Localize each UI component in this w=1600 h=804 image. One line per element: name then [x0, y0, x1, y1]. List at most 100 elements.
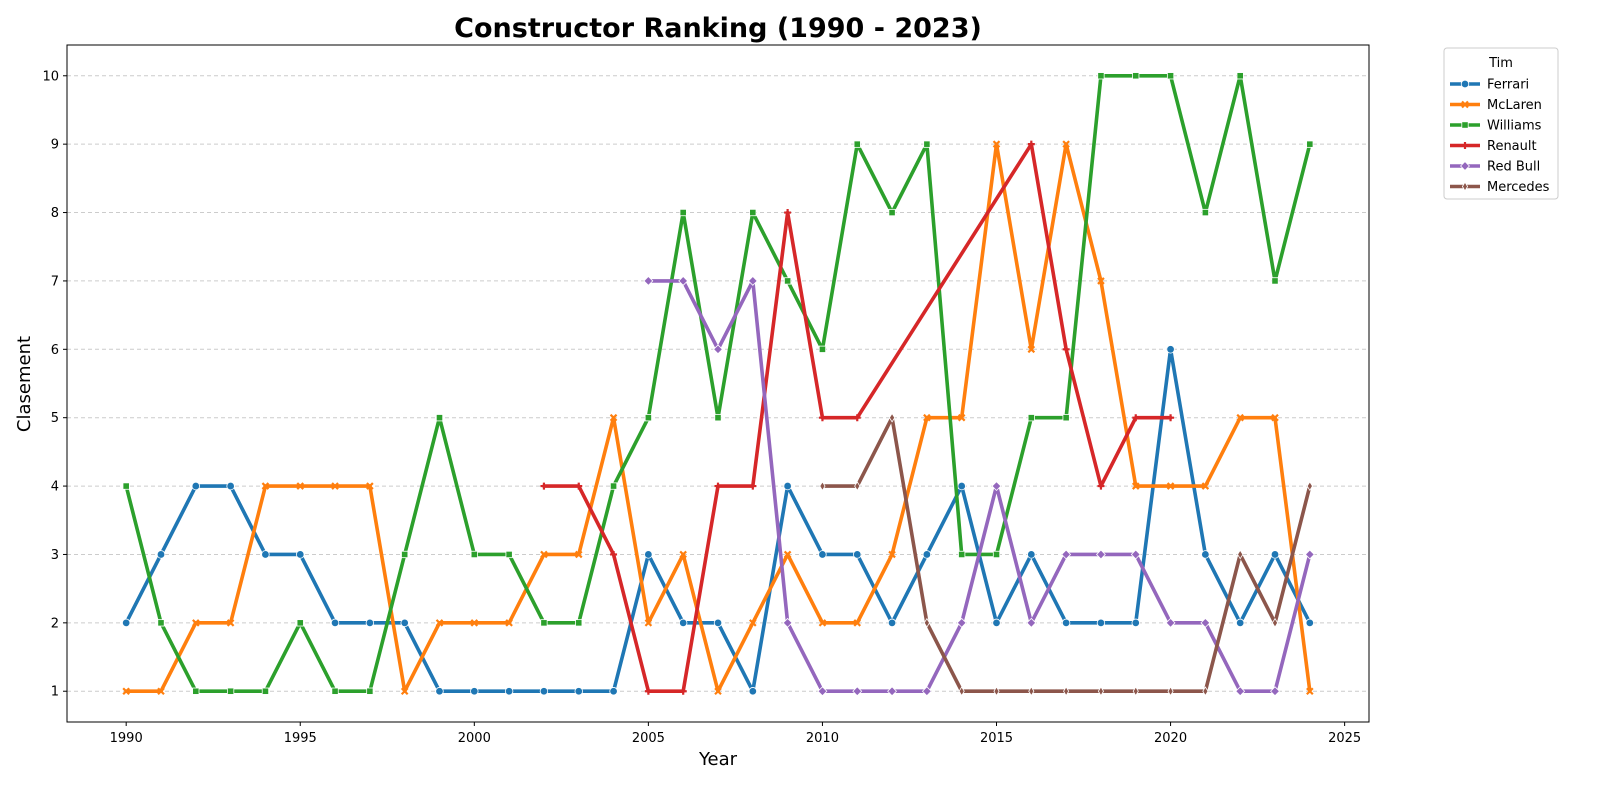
data-point-williams [958, 550, 966, 559]
data-point-red-bull [643, 275, 654, 286]
legend-marker-mclaren [1461, 100, 1469, 109]
data-point-williams [644, 414, 652, 422]
x-axis-label: Year [698, 749, 738, 770]
series-williams [122, 72, 1314, 695]
data-point-mercedes [888, 412, 896, 423]
data-point-red-bull [956, 617, 967, 628]
data-point-williams [888, 208, 896, 217]
legend-label-red-bull: Red Bull [1487, 160, 1540, 175]
x-tick-label: 2025 [1328, 731, 1361, 746]
data-point-ferrari [887, 618, 897, 628]
data-point-ferrari [574, 687, 583, 696]
data-point-mclaren [1027, 345, 1036, 354]
data-point-ferrari [853, 550, 862, 559]
data-point-mercedes [923, 617, 930, 628]
data-point-mclaren [192, 619, 200, 627]
data-point-mclaren [1097, 277, 1105, 285]
y-tick-label: 4 [51, 480, 59, 495]
data-point-williams [540, 619, 548, 627]
data-point-williams [784, 277, 792, 285]
data-point-renault [853, 414, 861, 422]
data-point-renault [540, 482, 548, 490]
data-point-mclaren [853, 619, 862, 627]
legend-item-red-bull: Red Bull [1450, 160, 1540, 175]
data-point-ferrari [644, 550, 653, 559]
y-tick-label: 9 [51, 138, 59, 153]
data-point-mclaren [644, 619, 653, 627]
data-point-mclaren [1236, 413, 1244, 422]
data-point-williams [366, 687, 374, 695]
data-point-red-bull [887, 686, 898, 697]
y-tick-label: 7 [51, 274, 59, 289]
chart-title: Constructor Ranking (1990 - 2023) [454, 13, 982, 44]
data-point-ferrari [330, 618, 340, 628]
data-point-mercedes [1202, 686, 1209, 697]
data-point-red-bull [1165, 617, 1176, 628]
data-point-mclaren [1306, 687, 1314, 696]
data-point-ferrari [261, 550, 270, 559]
data-point-mclaren [435, 619, 444, 627]
legend-item-williams: Williams [1450, 119, 1542, 134]
data-point-red-bull [678, 275, 689, 286]
data-point-red-bull [747, 275, 758, 286]
data-point-mclaren [923, 413, 931, 422]
data-point-williams [470, 550, 478, 559]
data-point-mclaren [574, 550, 583, 559]
data-point-mclaren [749, 619, 757, 627]
data-point-williams [1201, 208, 1209, 217]
data-point-williams [1027, 414, 1035, 422]
data-point-renault [714, 482, 722, 490]
grid [67, 75, 1369, 692]
data-point-renault [679, 687, 687, 695]
data-point-williams [1236, 72, 1244, 80]
data-point-red-bull [1026, 617, 1037, 628]
legend-label-mercedes: Mercedes [1487, 180, 1550, 195]
series-layer [121, 72, 1315, 697]
data-point-ferrari [783, 481, 792, 491]
data-point-ferrari [1131, 618, 1140, 628]
data-point-mclaren [1271, 413, 1279, 422]
data-point-renault [818, 414, 826, 422]
x-axis: 1990 1995 2000 2005 2010 2015 2020 2025 [110, 722, 1361, 746]
data-point-red-bull [1304, 549, 1315, 560]
data-point-red-bull [713, 344, 723, 355]
data-point-williams [923, 140, 931, 148]
x-tick-label: 2010 [806, 731, 839, 746]
legend-marker-williams [1461, 121, 1469, 129]
data-point-mclaren [957, 413, 966, 422]
y-tick-label: 2 [51, 616, 59, 631]
series-line-red-bull [646, 279, 1312, 694]
data-point-renault [1027, 140, 1035, 148]
data-point-williams [818, 345, 827, 353]
y-axis: 1 2 3 4 5 6 7 8 9 10 [42, 69, 67, 700]
data-point-mercedes [1097, 686, 1105, 697]
data-point-renault [1097, 482, 1105, 490]
data-point-ferrari [992, 618, 1001, 628]
data-point-ferrari [156, 550, 166, 559]
data-point-red-bull [1095, 549, 1106, 560]
data-point-williams [1306, 140, 1314, 148]
series-red-bull [643, 275, 1315, 697]
series-renault [540, 140, 1175, 695]
data-point-mclaren [261, 482, 270, 490]
x-tick-label: 2020 [1154, 731, 1187, 746]
data-point-williams [1271, 277, 1279, 285]
data-point-mclaren [888, 550, 896, 559]
data-point-renault [1062, 345, 1070, 353]
data-point-mclaren [226, 619, 235, 627]
legend-item-mercedes: Mercedes [1450, 180, 1550, 195]
data-point-williams [575, 619, 583, 627]
legend-marker-mercedes [1461, 181, 1469, 192]
data-point-mercedes [993, 686, 1000, 697]
data-point-ferrari [1166, 345, 1175, 354]
data-point-williams [749, 208, 757, 217]
data-point-ferrari [539, 687, 549, 696]
data-point-ferrari [365, 618, 375, 628]
data-point-mclaren [1166, 482, 1175, 490]
data-point-mclaren [470, 619, 479, 627]
data-point-mclaren [505, 619, 513, 627]
plot-frame [66, 44, 1370, 723]
data-point-mclaren [714, 687, 722, 696]
